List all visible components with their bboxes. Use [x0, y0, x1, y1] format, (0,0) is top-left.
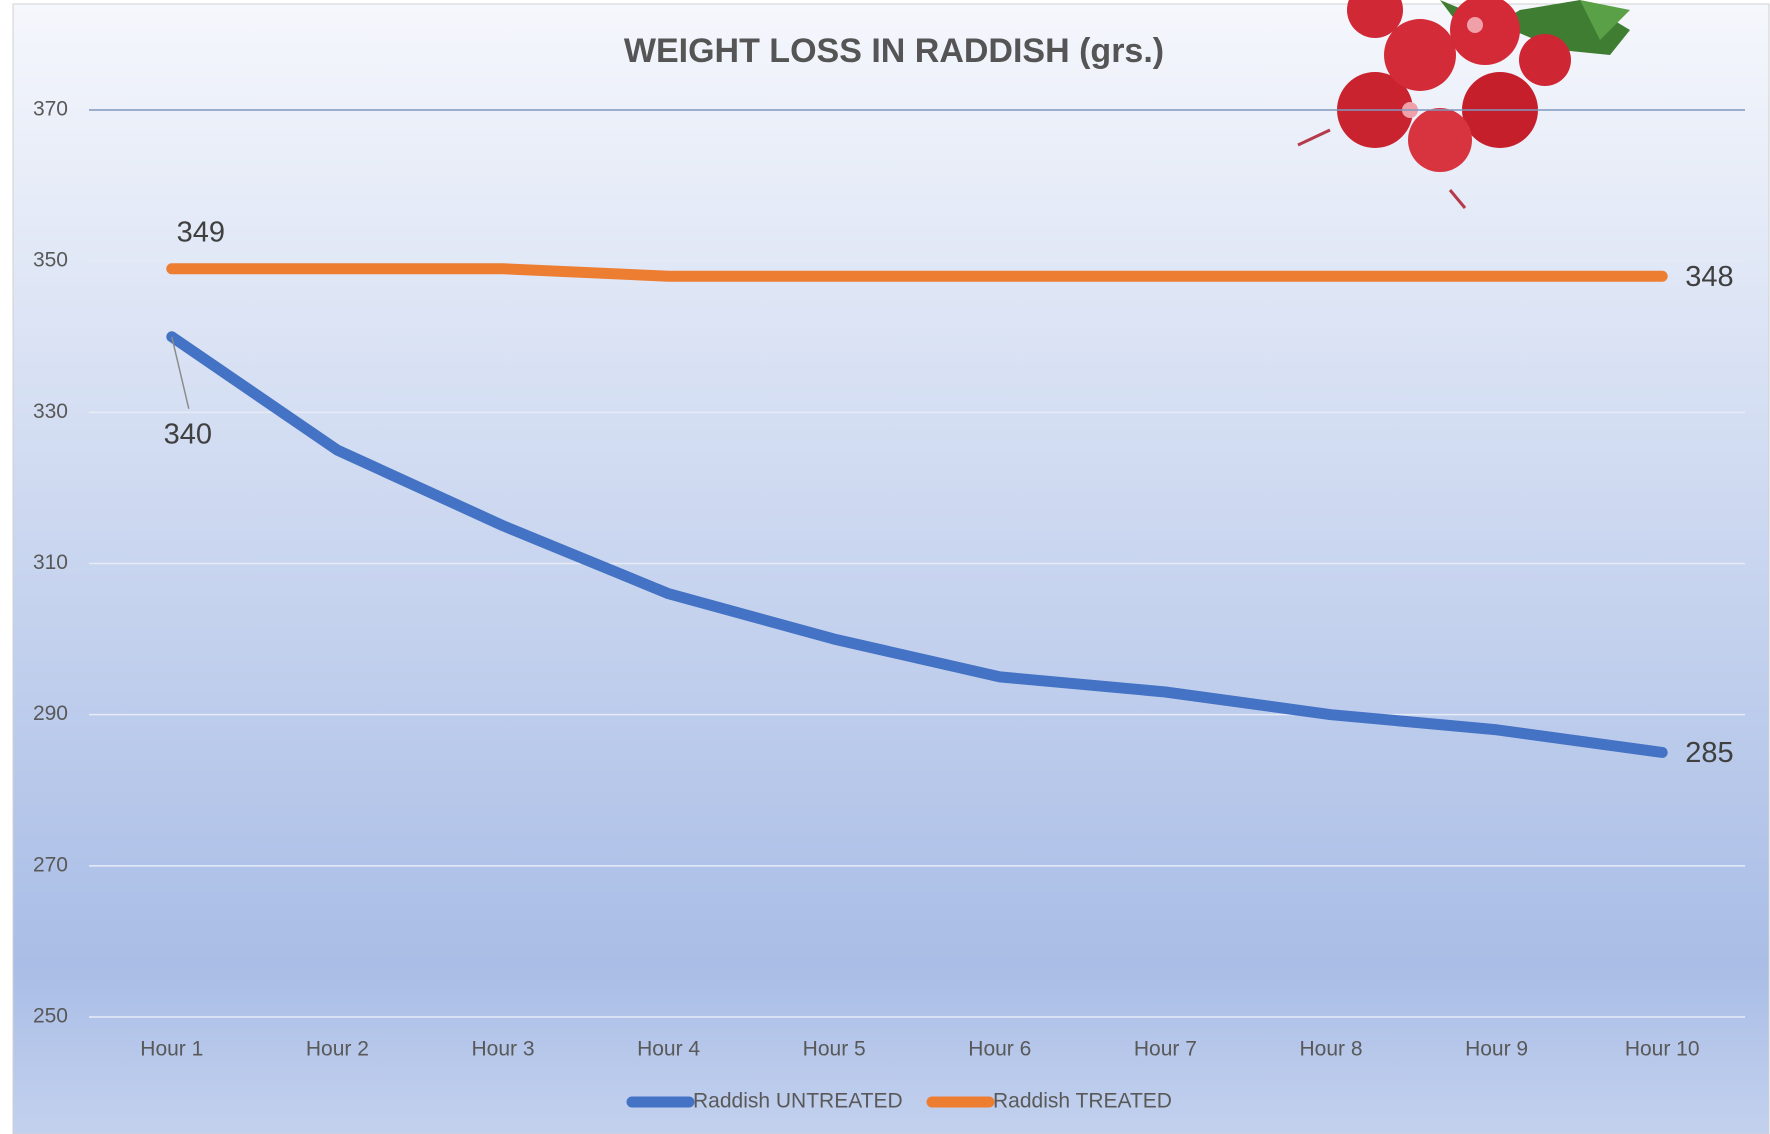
x-tick-label: Hour 9: [1465, 1038, 1528, 1061]
data-label: 285: [1685, 737, 1733, 769]
y-tick-label: 310: [33, 551, 68, 574]
y-tick-label: 330: [33, 400, 68, 423]
y-tick-label: 250: [33, 1005, 68, 1028]
x-tick-label: Hour 5: [803, 1038, 866, 1061]
label-leader: [171, 336, 190, 409]
x-tick-label: Hour 3: [471, 1038, 534, 1061]
data-label: 349: [177, 216, 225, 248]
y-tick-label: 290: [33, 702, 68, 725]
legend-label: Raddish UNTREATED: [693, 1090, 903, 1113]
y-tick-label: 270: [33, 853, 68, 876]
series-line: [166, 331, 1668, 758]
legend-label: Raddish TREATED: [993, 1090, 1172, 1113]
y-tick-label: 350: [33, 249, 68, 272]
y-tick-label: 370: [33, 98, 68, 121]
x-tick-label: Hour 2: [306, 1038, 369, 1061]
chart-background: [12, 3, 1770, 1134]
x-tick-label: Hour 7: [1134, 1038, 1197, 1061]
x-tick-label: Hour 1: [140, 1038, 203, 1061]
x-tick-label: Hour 6: [968, 1038, 1031, 1061]
chart-title: WEIGHT LOSS IN RADDISH (grs.): [624, 32, 1164, 70]
radish-illustration: [1297, 0, 1630, 209]
series-line: [166, 263, 1668, 282]
x-tick-label: Hour 10: [1625, 1038, 1700, 1061]
data-label: 348: [1685, 261, 1733, 293]
data-label: 340: [164, 418, 212, 450]
x-tick-label: Hour 8: [1299, 1038, 1362, 1061]
x-tick-label: Hour 4: [637, 1038, 700, 1061]
